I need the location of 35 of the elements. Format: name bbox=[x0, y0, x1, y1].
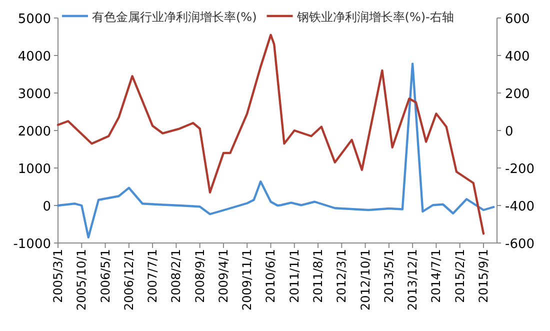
legend-label: 钢铁业净利润增长率(%)-右轴 bbox=[296, 10, 454, 24]
y-tick-label: 4000 bbox=[18, 50, 51, 64]
x-tick-label: 2013/12/1 bbox=[406, 249, 420, 311]
x-tick-label: 2008/2/1 bbox=[169, 249, 184, 303]
x-tick-label: 2009/11/1 bbox=[240, 249, 254, 311]
x-tick-label: 2014/7/1 bbox=[429, 249, 444, 303]
y2-tick-label: -400 bbox=[505, 200, 535, 214]
x-tick-label: 2015/2/1 bbox=[452, 249, 467, 303]
y2-tick-label: 400 bbox=[505, 50, 530, 64]
y2-tick-label: 600 bbox=[505, 12, 530, 27]
x-tick-label: 2006/5/1 bbox=[98, 249, 112, 303]
x-tick-label: 2006/12/1 bbox=[122, 249, 136, 311]
x-tick-label: 2012/10/1 bbox=[358, 249, 372, 311]
x-tick-label: 2011/1/1 bbox=[287, 249, 302, 303]
y-tick-label: -1000 bbox=[13, 237, 51, 252]
x-tick-label: 2008/9/1 bbox=[192, 249, 207, 303]
x-tick-label: 2011/8/1 bbox=[311, 249, 326, 303]
x-tick-label: 2005/10/1 bbox=[74, 249, 89, 311]
x-tick-label: 2013/5/1 bbox=[382, 249, 396, 303]
x-tick-label: 2012/3/1 bbox=[334, 249, 349, 303]
legend-label: 有色金属行业净利润增长率(%) bbox=[92, 10, 257, 24]
x-tick-label: 2009/4/1 bbox=[216, 249, 230, 303]
y-tick-label: 3000 bbox=[18, 87, 51, 102]
x-tick-label: 2005/3/1 bbox=[51, 249, 65, 303]
y2-tick-label: 200 bbox=[505, 87, 530, 102]
y-tick-label: 0 bbox=[42, 200, 51, 214]
y-tick-label: 2000 bbox=[18, 124, 51, 140]
y2-tick-label: 0 bbox=[505, 124, 514, 140]
x-tick-label: 2007/7/1 bbox=[146, 249, 160, 303]
y2-tick-label: -600 bbox=[505, 237, 535, 252]
x-tick-label: 2010/6/1 bbox=[264, 249, 278, 303]
x-tick-label: 2015/9/1 bbox=[476, 249, 490, 303]
y-tick-label: 1000 bbox=[18, 162, 51, 177]
y2-tick-label: -200 bbox=[505, 162, 535, 177]
y-tick-label: 5000 bbox=[18, 12, 51, 27]
